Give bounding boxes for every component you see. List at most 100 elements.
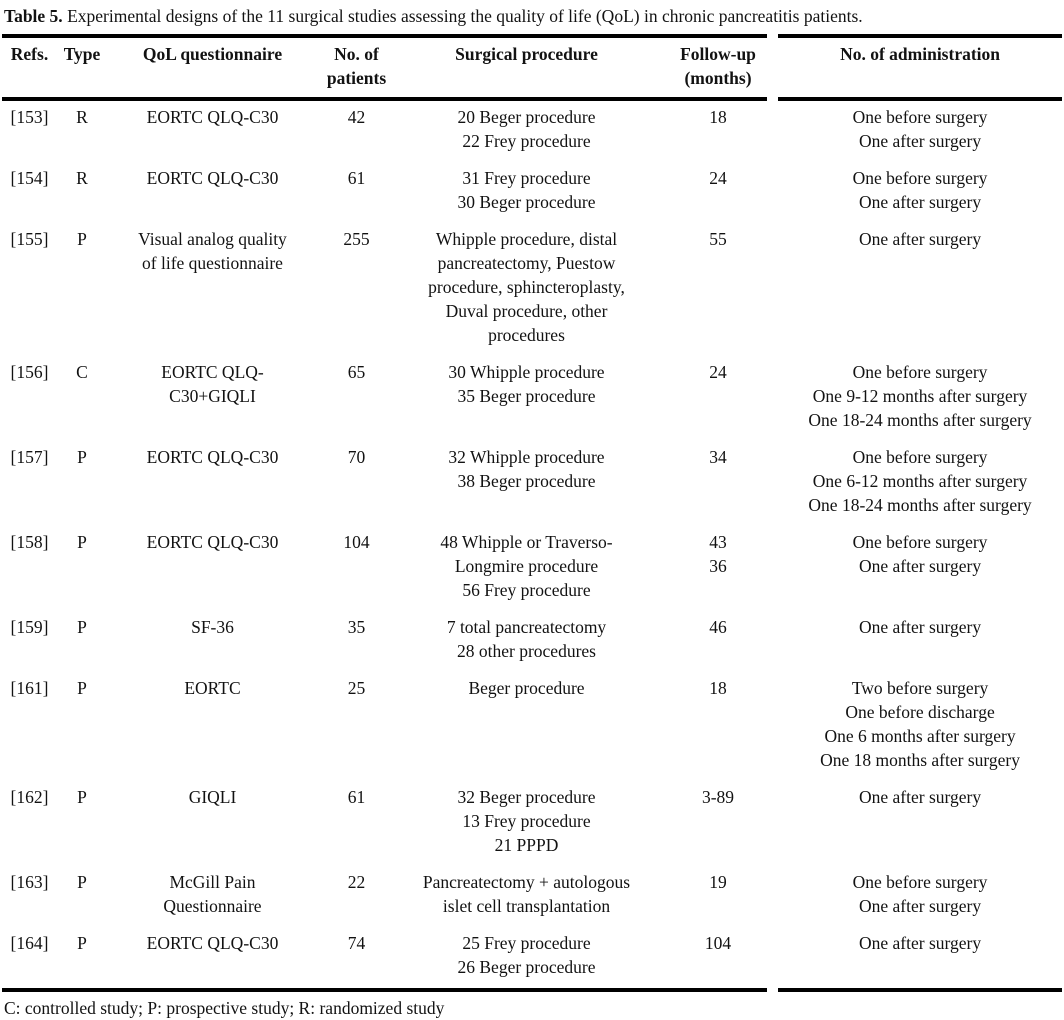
cell-questionnaire: EORTC QLQ- C30+GIQLI bbox=[161, 362, 264, 406]
cell-questionnaire: GIQLI bbox=[188, 787, 237, 807]
cell-procedure: 7 total pancreatectomy 28 other procedur… bbox=[446, 617, 607, 661]
cell-administration: One before surgery One after surgery bbox=[852, 532, 988, 576]
cell-followup: 43 36 bbox=[709, 532, 727, 576]
cell-followup: 18 bbox=[709, 107, 727, 127]
cell-refs: [159] bbox=[10, 617, 49, 637]
cell-refs: [157] bbox=[10, 447, 49, 467]
cell-patients: 35 bbox=[347, 617, 366, 637]
cell-refs: [163] bbox=[10, 872, 49, 892]
cell-procedure: Beger procedure bbox=[468, 678, 585, 698]
cell-questionnaire: EORTC QLQ-C30 bbox=[146, 168, 279, 188]
cell-type: P bbox=[77, 933, 87, 953]
bottom-rule-divider bbox=[2, 988, 1063, 992]
cell-patients: 61 bbox=[347, 168, 366, 188]
header-row: Refs. Type QoL questionnaire No. of pati… bbox=[2, 38, 1062, 97]
cell-questionnaire: EORTC bbox=[184, 678, 241, 698]
table-row: [161] P EORTC 25 Beger procedure 18 Two … bbox=[2, 672, 1062, 781]
cell-type: P bbox=[77, 447, 87, 467]
column-header-refs: Refs. bbox=[10, 44, 49, 64]
cell-refs: [162] bbox=[10, 787, 49, 807]
cell-followup: 104 bbox=[704, 933, 732, 953]
cell-followup: 19 bbox=[709, 872, 727, 892]
column-header-followup: Follow-up (months) bbox=[680, 44, 756, 88]
cell-patients: 70 bbox=[347, 447, 366, 467]
cell-questionnaire: SF-36 bbox=[191, 617, 234, 637]
table-row: [159] P SF-36 35 7 total pancreatectomy … bbox=[2, 611, 1062, 672]
table-row: [162] P GIQLI 61 32 Beger procedure 13 F… bbox=[2, 781, 1062, 866]
cell-refs: [156] bbox=[10, 362, 49, 382]
column-header-patients: No. of patients bbox=[326, 44, 387, 88]
cell-patients: 74 bbox=[347, 933, 366, 953]
cell-administration: One before surgery One 6-12 months after… bbox=[808, 447, 1032, 515]
cell-procedure: 20 Beger procedure 22 Frey procedure bbox=[457, 107, 596, 151]
table-row: [155] P Visual analog quality of life qu… bbox=[2, 223, 1062, 356]
cell-questionnaire: EORTC QLQ-C30 bbox=[146, 107, 279, 127]
table-caption-label: Table 5. bbox=[4, 6, 63, 26]
cell-administration: Two before surgery One before discharge … bbox=[820, 678, 1020, 770]
cell-administration: One before surgery One after surgery bbox=[852, 872, 988, 916]
cell-type: P bbox=[77, 617, 87, 637]
cell-patients: 65 bbox=[347, 362, 366, 382]
cell-patients: 61 bbox=[347, 787, 366, 807]
cell-followup: 55 bbox=[709, 229, 727, 249]
cell-questionnaire: EORTC QLQ-C30 bbox=[146, 532, 279, 552]
cell-administration: One before surgery One after surgery bbox=[852, 168, 988, 212]
top-rule-divider bbox=[2, 34, 1063, 38]
cell-questionnaire: EORTC QLQ-C30 bbox=[146, 447, 279, 467]
bottom-rule-row bbox=[2, 988, 1063, 992]
cell-procedure: 32 Whipple procedure 38 Beger procedure bbox=[448, 447, 605, 491]
column-header-administration: No. of administration bbox=[840, 44, 1001, 64]
cell-type: R bbox=[76, 107, 88, 127]
cell-administration: One before surgery One after surgery bbox=[852, 107, 988, 151]
table-row: [153] R EORTC QLQ-C30 42 20 Beger proced… bbox=[2, 101, 1062, 162]
cell-administration: One before surgery One 9-12 months after… bbox=[808, 362, 1032, 430]
table-row: [156] C EORTC QLQ- C30+GIQLI 65 30 Whipp… bbox=[2, 356, 1062, 441]
table-row: [154] R EORTC QLQ-C30 61 31 Frey procedu… bbox=[2, 162, 1062, 223]
cell-type: P bbox=[77, 229, 87, 249]
cell-refs: [161] bbox=[10, 678, 49, 698]
cell-procedure: 30 Whipple procedure 35 Beger procedure bbox=[448, 362, 605, 406]
cell-patients: 25 bbox=[347, 678, 366, 698]
column-header-procedure: Surgical procedure bbox=[455, 44, 598, 64]
cell-procedure: 48 Whipple or Traverso- Longmire procedu… bbox=[440, 532, 613, 600]
cell-procedure: Whipple procedure, distal pancreatectomy… bbox=[428, 229, 625, 345]
cell-procedure: Pancreatectomy + autologous islet cell t… bbox=[422, 872, 631, 916]
cell-questionnaire: EORTC QLQ-C30 bbox=[146, 933, 279, 953]
cell-type: P bbox=[77, 787, 87, 807]
cell-followup: 34 bbox=[709, 447, 727, 467]
cell-refs: [154] bbox=[10, 168, 49, 188]
cell-patients: 22 bbox=[347, 872, 366, 892]
cell-type: C bbox=[76, 362, 88, 382]
cell-administration: One after surgery bbox=[858, 933, 982, 953]
cell-followup: 3-89 bbox=[701, 787, 735, 807]
cell-procedure: 25 Frey procedure 26 Beger procedure bbox=[457, 933, 596, 977]
cell-followup: 24 bbox=[709, 362, 727, 382]
table-row: [164] P EORTC QLQ-C30 74 25 Frey procedu… bbox=[2, 927, 1062, 988]
cell-administration: One after surgery bbox=[858, 229, 982, 249]
cell-patients: 104 bbox=[343, 532, 370, 552]
cell-procedure: 31 Frey procedure 30 Beger procedure bbox=[457, 168, 596, 212]
column-header-questionnaire: QoL questionnaire bbox=[142, 44, 283, 64]
header-rule-divider bbox=[2, 97, 1063, 101]
table-caption-text: Experimental designs of the 11 surgical … bbox=[62, 6, 863, 26]
top-rule-row bbox=[2, 34, 1063, 38]
table-row: [163] P McGill Pain Questionnaire 22 Pan… bbox=[2, 866, 1062, 927]
study-table: Refs. Type QoL questionnaire No. of pati… bbox=[2, 34, 1063, 992]
cell-procedure: 32 Beger procedure 13 Frey procedure 21 … bbox=[457, 787, 596, 855]
table-row: [157] P EORTC QLQ-C30 70 32 Whipple proc… bbox=[2, 441, 1062, 526]
cell-questionnaire: McGill Pain Questionnaire bbox=[163, 872, 262, 916]
cell-refs: [158] bbox=[10, 532, 49, 552]
cell-questionnaire: Visual analog quality of life questionna… bbox=[138, 229, 287, 273]
cell-type: R bbox=[76, 168, 88, 188]
cell-followup: 46 bbox=[709, 617, 727, 637]
table-footnote: C: controlled study; P: prospective stud… bbox=[4, 998, 445, 1018]
cell-refs: [155] bbox=[10, 229, 49, 249]
cell-type: P bbox=[77, 872, 87, 892]
cell-refs: [164] bbox=[10, 933, 49, 953]
cell-refs: [153] bbox=[10, 107, 49, 127]
header-rule-row bbox=[2, 97, 1063, 101]
cell-administration: One after surgery bbox=[858, 787, 982, 807]
cell-followup: 24 bbox=[709, 168, 727, 188]
table-caption: Table 5. Experimental designs of the 11 … bbox=[4, 4, 1060, 28]
